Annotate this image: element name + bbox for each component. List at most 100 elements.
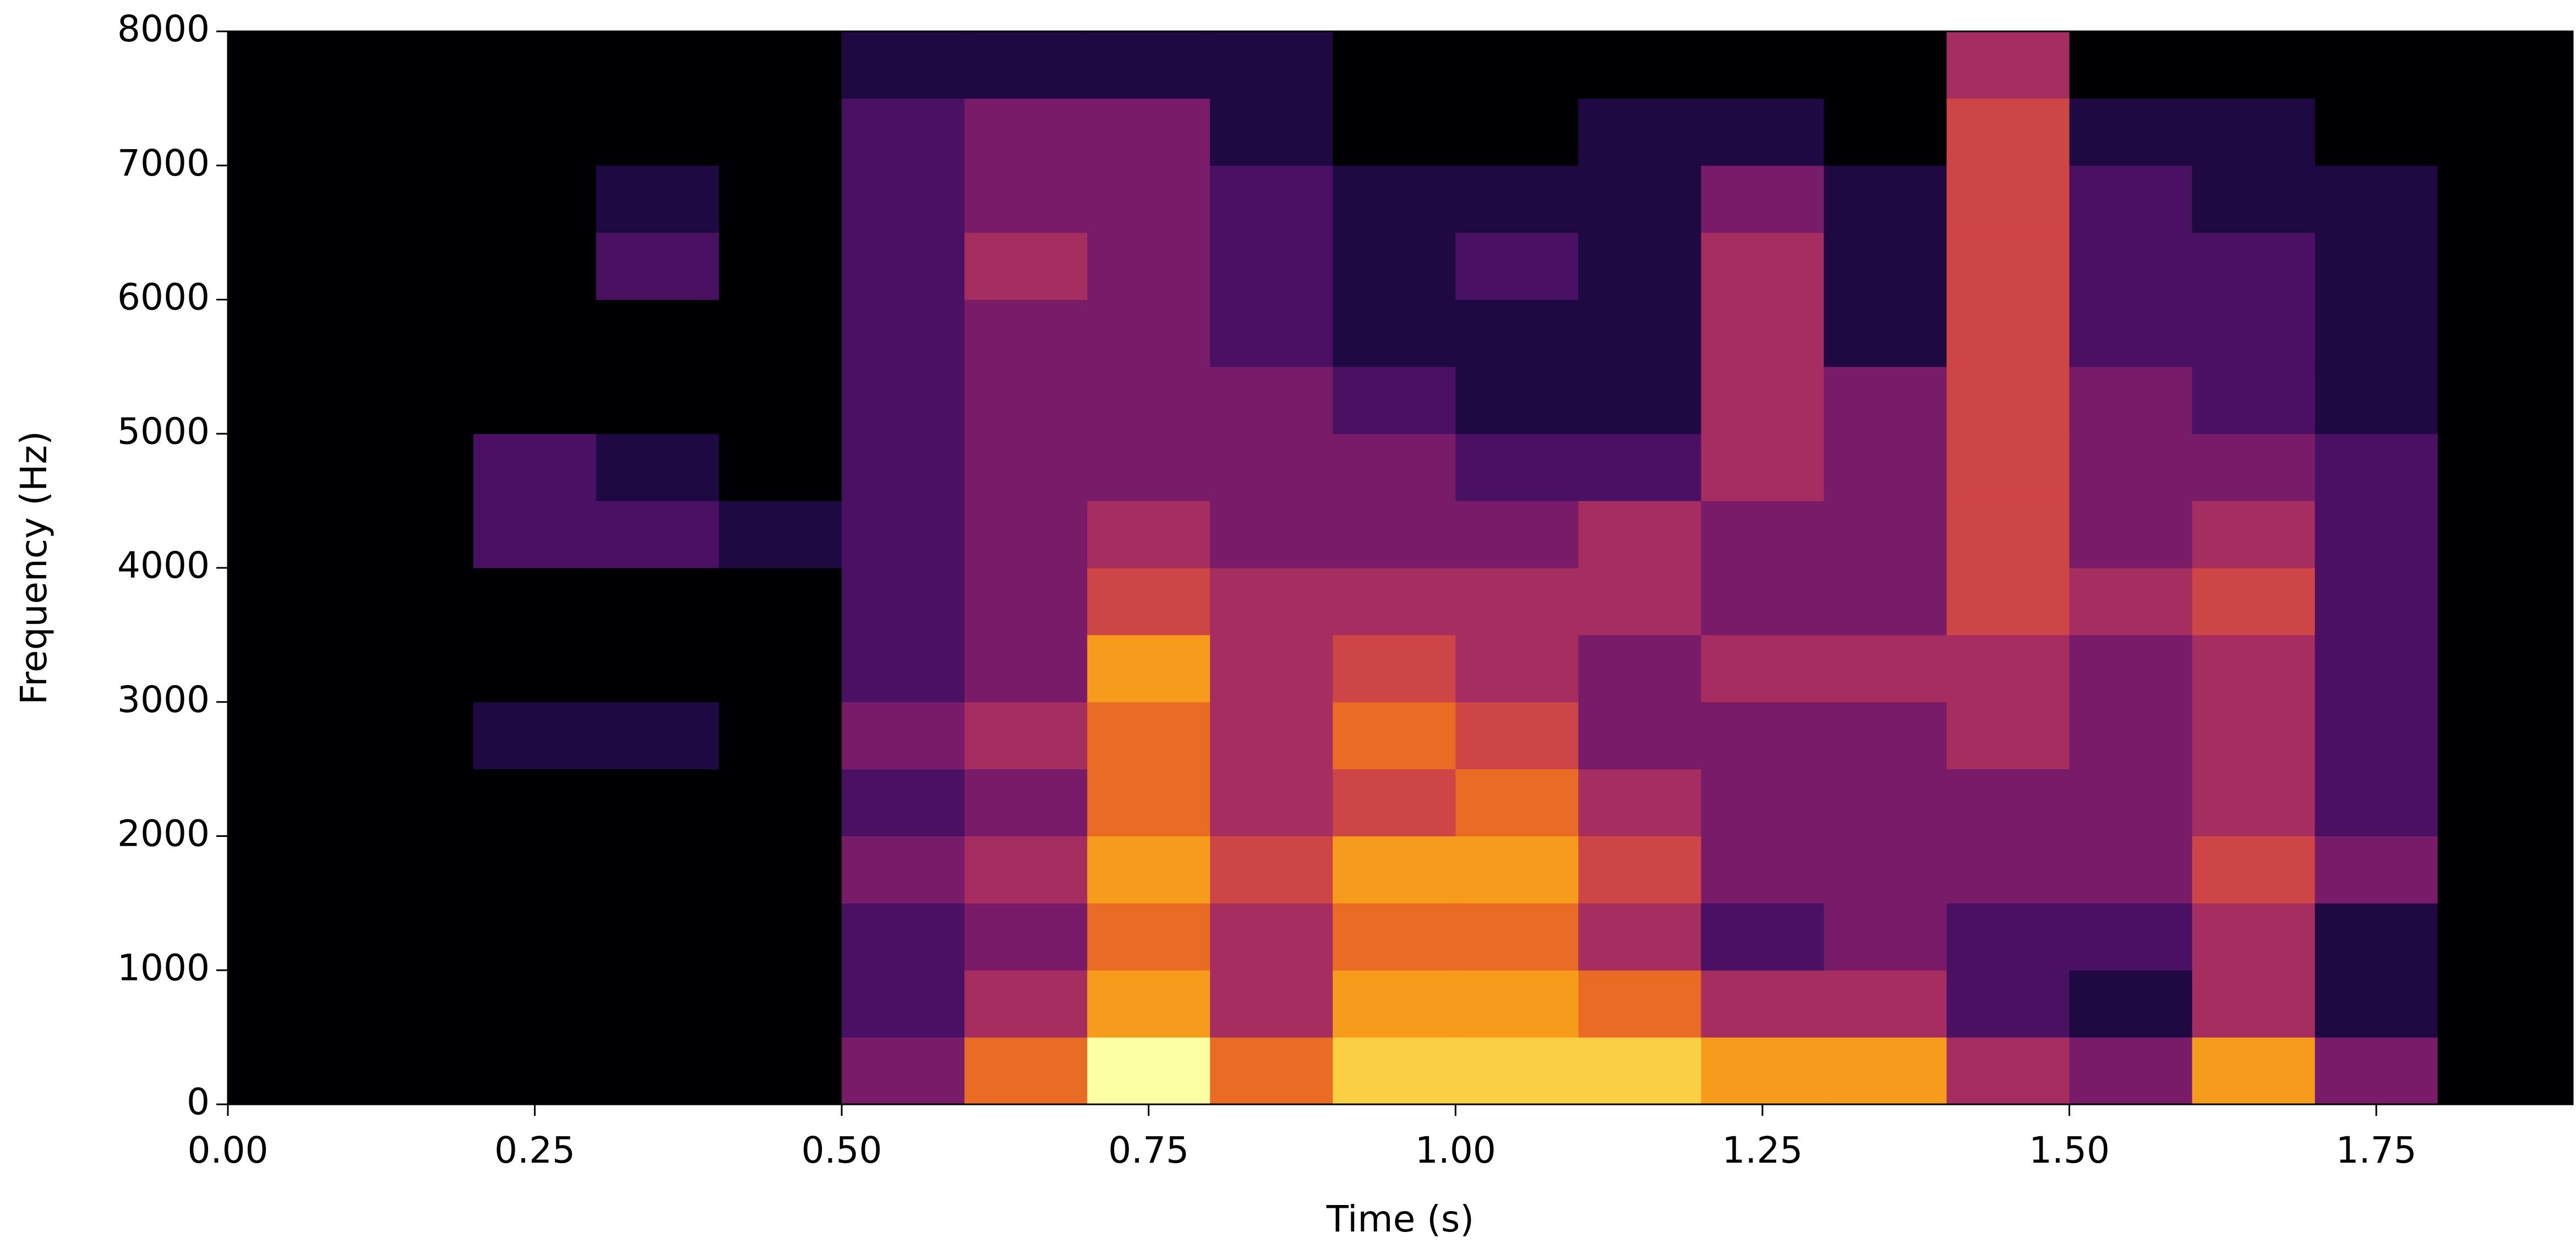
heatmap-cell: [1087, 98, 1210, 166]
heatmap-cell: [228, 31, 351, 99]
x-tick-label: 1.75: [2336, 1129, 2417, 1171]
heatmap-cell: [1946, 366, 2070, 434]
heatmap-cell: [1701, 568, 1824, 636]
heatmap-cell: [1946, 299, 2070, 367]
heatmap-cell: [228, 568, 351, 636]
heatmap-cell: [2315, 903, 2438, 971]
heatmap-cell: [2437, 232, 2561, 300]
heatmap-cell: [842, 634, 965, 703]
heatmap-cell: [964, 903, 1088, 971]
heatmap-cell: [1210, 501, 1333, 568]
heatmap-cell: [1455, 98, 1579, 166]
heatmap-cell: [1578, 31, 1701, 99]
heatmap-cell: [2192, 836, 2316, 903]
heatmap-cell: [1824, 702, 1947, 770]
heatmap-cell: [351, 568, 474, 636]
heatmap-cell: [2560, 299, 2573, 367]
heatmap-cell: [2437, 98, 2561, 166]
heatmap-cell: [842, 501, 965, 568]
heatmap-cell: [1455, 232, 1579, 300]
heatmap-cell: [842, 568, 965, 636]
heatmap-cell: [2069, 98, 2193, 166]
heatmap-cell: [2315, 1037, 2438, 1105]
heatmap-cell: [1087, 903, 1210, 971]
heatmap-cell: [964, 769, 1088, 836]
heatmap-cell: [1946, 702, 2070, 770]
heatmap-cell: [842, 366, 965, 434]
heatmap-cell: [2437, 1037, 2561, 1105]
heatmap-cell: [1455, 970, 1579, 1038]
heatmap-cell: [2315, 165, 2438, 233]
heatmap-cell: [1701, 1037, 1824, 1105]
heatmap-cell: [2069, 31, 2193, 99]
heatmap-cell: [842, 98, 965, 166]
heatmap-cell: [596, 836, 719, 903]
heatmap-cell: [2560, 903, 2573, 971]
heatmap-cell: [228, 903, 351, 971]
heatmap-cell: [2069, 366, 2193, 434]
heatmap-cell: [1701, 769, 1824, 836]
heatmap-cell: [1578, 836, 1701, 903]
heatmap-cell: [228, 769, 351, 836]
heatmap-cell: [596, 1037, 719, 1105]
heatmap-cell: [1824, 836, 1947, 903]
heatmap-cell: [1824, 568, 1947, 636]
heatmap-cell: [2560, 31, 2573, 99]
heatmap-cell: [1824, 434, 1947, 501]
heatmap-cell: [1333, 970, 1456, 1038]
heatmap-cell: [228, 98, 351, 166]
heatmap-cell: [1087, 299, 1210, 367]
heatmap-cell: [1455, 702, 1579, 770]
heatmap-cell: [2437, 299, 2561, 367]
heatmap-cell: [2437, 634, 2561, 703]
heatmap-cell: [964, 568, 1088, 636]
heatmap-cell: [473, 299, 597, 367]
heatmap-cell: [1333, 434, 1456, 501]
x-tick-label: 0.75: [1108, 1129, 1189, 1171]
x-tick-label: 0.25: [494, 1129, 575, 1171]
heatmap-cell: [964, 299, 1088, 367]
heatmap-cell: [1701, 836, 1824, 903]
heatmap-cell: [473, 434, 597, 501]
heatmap-cell: [2192, 165, 2316, 233]
heatmap-cell: [596, 434, 719, 501]
heatmap-cell: [964, 232, 1088, 300]
heatmap-cell: [2192, 31, 2316, 99]
heatmap-cell: [2192, 903, 2316, 971]
heatmap-cell: [1578, 165, 1701, 233]
heatmap-cell: [2069, 232, 2193, 300]
heatmap-cell: [351, 232, 474, 300]
heatmap-cell: [2192, 568, 2316, 636]
heatmap-cell: [351, 165, 474, 233]
heatmap-cell: [1946, 769, 2070, 836]
heatmap-cell: [2192, 634, 2316, 703]
y-tick-label: 0: [187, 1081, 210, 1123]
y-tick-label: 2000: [117, 813, 210, 855]
y-tick-label: 1000: [117, 946, 210, 989]
heatmap-cell: [351, 903, 474, 971]
heatmap-cell: [2437, 836, 2561, 903]
heatmap-cell: [596, 769, 719, 836]
heatmap-cell: [351, 366, 474, 434]
heatmap-cell: [719, 568, 842, 636]
heatmap-cell: [2069, 769, 2193, 836]
heatmap-cell: [2069, 1037, 2193, 1105]
heatmap-cell: [2560, 232, 2573, 300]
heatmap-cell: [2192, 501, 2316, 568]
heatmap-cell: [1578, 970, 1701, 1038]
heatmap-cell: [596, 568, 719, 636]
heatmap-cell: [719, 702, 842, 770]
heatmap-cell: [1578, 366, 1701, 434]
heatmap-cell: [228, 634, 351, 703]
heatmap-cell: [2192, 970, 2316, 1038]
heatmap-cell: [351, 98, 474, 166]
heatmap-cell: [1455, 31, 1579, 99]
heatmap-cell: [2192, 366, 2316, 434]
heatmap-cell: [1946, 501, 2070, 568]
heatmap-cell: [842, 434, 965, 501]
heatmap-cell: [2437, 434, 2561, 501]
heatmap-cell: [1701, 232, 1824, 300]
heatmap-cell: [473, 836, 597, 903]
heatmap-cell: [964, 702, 1088, 770]
